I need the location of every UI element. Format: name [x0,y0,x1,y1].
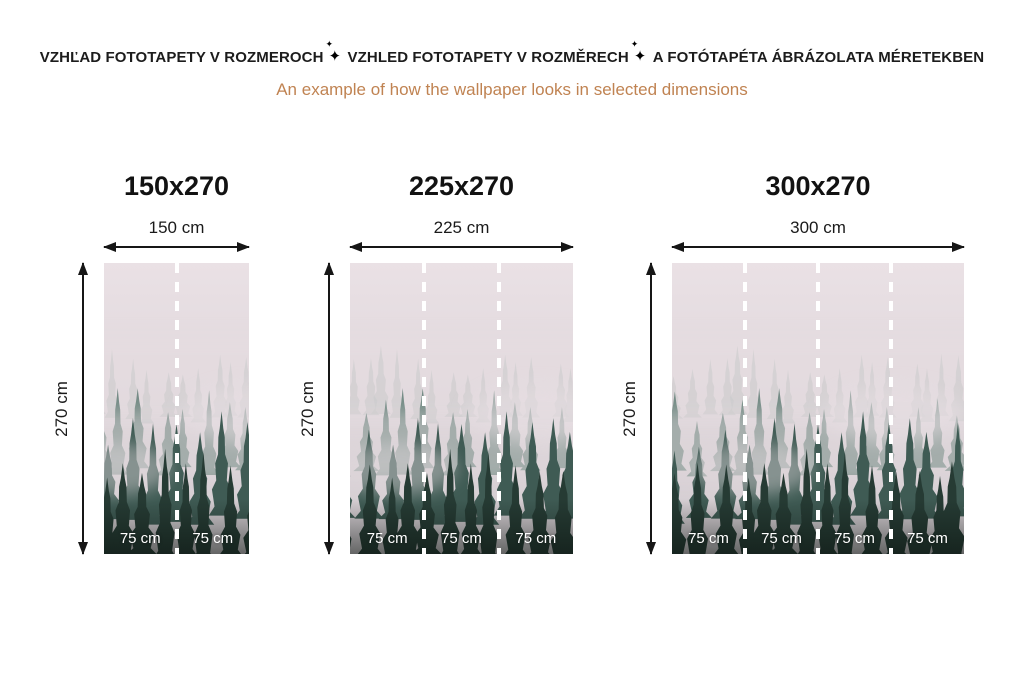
height-dimension-label: 270 cm [52,380,71,437]
wallpaper-preview-image: 75 cm 75 cm 75 cm [350,263,573,554]
panel-divider-dashed-line [496,263,501,554]
panel-width-labels: 75 cm 75 cm 75 cm 75 cm [672,530,964,547]
sparkle-icon: ✦ ✦ [325,40,342,66]
panel-size-title: 225x270 [408,171,515,201]
width-dimension-label: 150 cm [148,218,205,237]
panel-divider-dashed-line [422,263,427,554]
header-title: VZHĽAD FOTOTAPETY V ROZMEROCH ✦ ✦ VZHLED FO… [0,40,1024,69]
foggy-forest-illustration [350,263,573,554]
panel-width-label: 75 cm [907,530,948,547]
header-segment-cz: VZHLED FOTOTAPETY V ROZMĚRECH [347,49,629,67]
panel-width-labels: 75 cm 75 cm [104,530,249,547]
panel-width-label: 75 cm [119,530,161,547]
panel-divider-dashed-line [174,263,179,554]
height-dimension-label: 270 cm [620,380,639,437]
panel-width-label: 75 cm [366,530,408,547]
header-segment-hu: A FOTÓTAPÉTA ÁBRÁZOLATA MÉRETEKBEN [652,49,985,67]
width-dimension-label: 300 cm [790,218,846,237]
horizontal-dimension-arrow [103,242,250,252]
wallpaper-preview-image: 75 cm 75 cm 75 cm 75 cm [672,263,964,554]
sparkle-icon: ✦ ✦ [630,40,647,66]
width-dimension-label: 225 cm [433,218,490,237]
height-dimension-label: 270 cm [298,380,317,437]
header-subtitle: An example of how the wallpaper looks in… [276,80,748,99]
panel-width-labels: 75 cm 75 cm 75 cm [350,530,573,547]
panel-width-label: 75 cm [515,530,557,547]
panel-divider-dashed-line [889,263,893,554]
wallpaper-preview-image: 75 cm 75 cm [104,263,249,554]
panel-width-label: 75 cm [834,530,875,547]
vertical-dimension-arrow [78,262,88,555]
vertical-dimension-arrow [646,262,656,555]
panel-size-title: 150x270 [123,171,230,201]
header-segment-sk: VZHĽAD FOTOTAPETY V ROZMEROCH [39,49,324,67]
vertical-dimension-arrow [324,262,334,555]
panel-size-title: 300x270 [765,171,871,201]
panel-width-label: 75 cm [761,530,802,547]
panel-divider-dashed-line [743,263,747,554]
horizontal-dimension-arrow [671,242,965,252]
panel-width-label: 75 cm [688,530,729,547]
panel-divider-dashed-line [816,263,820,554]
panel-width-label: 75 cm [192,530,234,547]
horizontal-dimension-arrow [349,242,574,252]
panel-width-label: 75 cm [441,530,482,547]
